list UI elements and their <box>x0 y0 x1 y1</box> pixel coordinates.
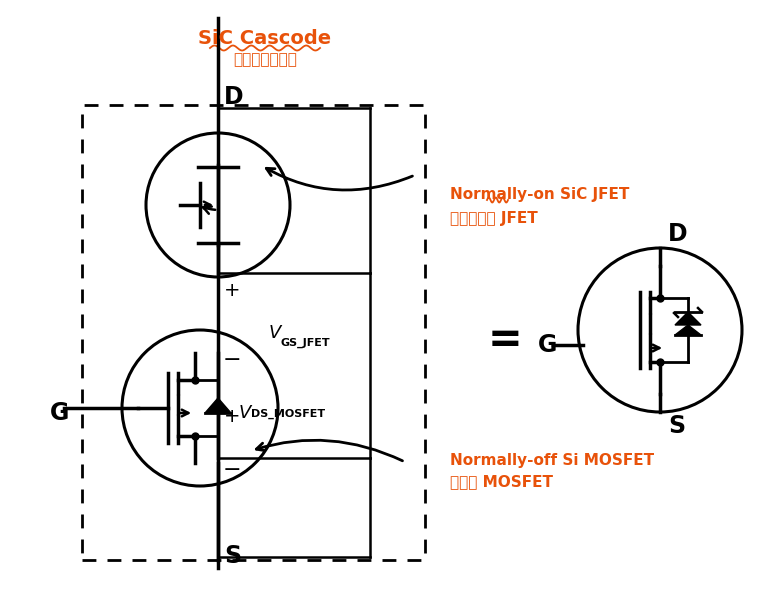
Text: 常关硅 MOSFET: 常关硅 MOSFET <box>450 474 553 490</box>
Text: $V$: $V$ <box>238 404 253 422</box>
Text: D: D <box>668 222 688 246</box>
Text: +: + <box>223 282 240 301</box>
Text: G: G <box>538 333 557 357</box>
Text: +: + <box>223 407 240 425</box>
Text: G: G <box>50 401 69 425</box>
Polygon shape <box>675 325 701 335</box>
Text: −: − <box>223 460 241 480</box>
Text: SiC Cascode: SiC Cascode <box>198 28 332 47</box>
Text: D: D <box>224 85 244 109</box>
Text: DS_MOSFET: DS_MOSFET <box>251 409 325 419</box>
Polygon shape <box>205 398 231 413</box>
Text: 常开碳化硅 JFET: 常开碳化硅 JFET <box>450 210 538 225</box>
Text: $V$: $V$ <box>268 324 283 342</box>
Bar <box>82 105 425 560</box>
Text: 碳化硅共源共栅: 碳化硅共源共栅 <box>233 53 297 67</box>
Text: =: = <box>488 319 522 361</box>
Text: −: − <box>223 350 241 370</box>
Text: S: S <box>224 544 241 568</box>
Text: Normally-off Si MOSFET: Normally-off Si MOSFET <box>450 453 654 467</box>
Text: Normally-on SiC JFET: Normally-on SiC JFET <box>450 187 630 202</box>
Text: GS_JFET: GS_JFET <box>281 338 331 348</box>
Polygon shape <box>675 312 701 325</box>
Text: S: S <box>668 414 685 438</box>
